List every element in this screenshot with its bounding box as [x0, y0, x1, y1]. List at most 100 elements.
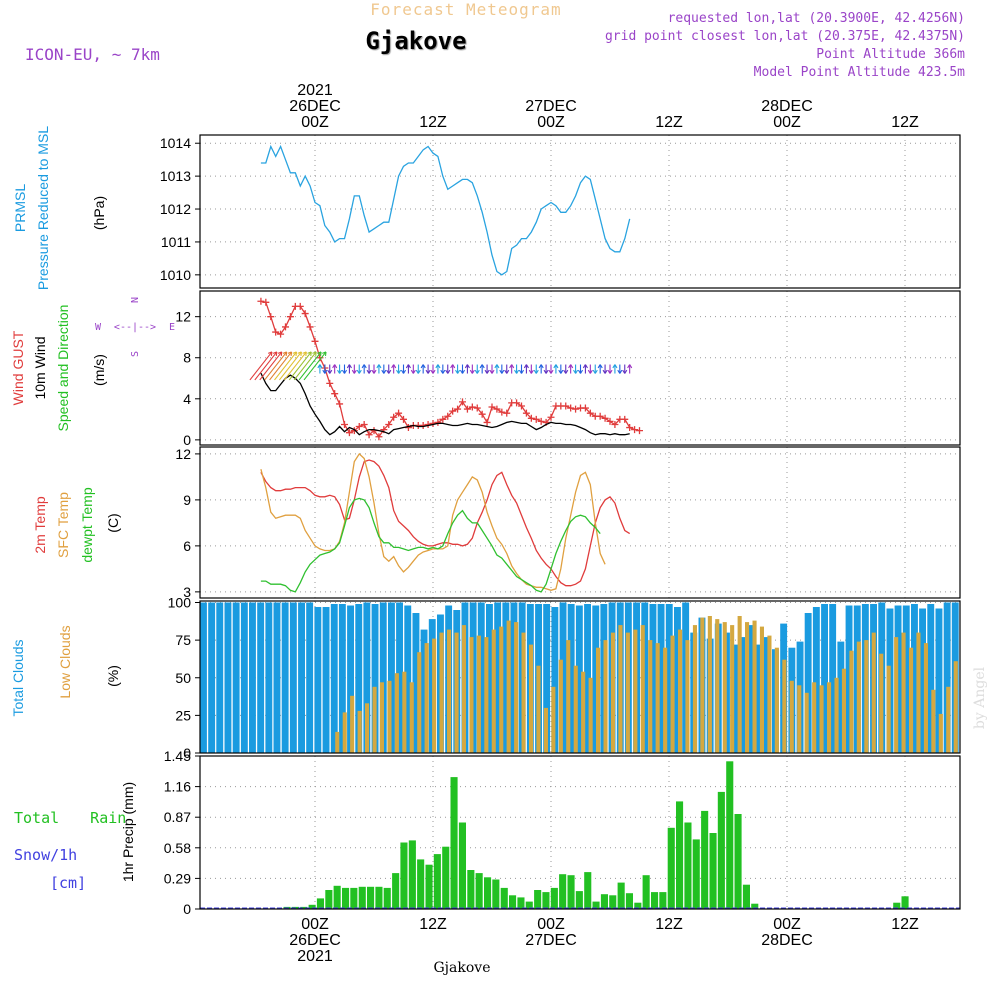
clouds-bar-low-clouds: [566, 640, 571, 753]
clouds-bar-total-clouds: [289, 602, 297, 753]
precip-bar-total-rain: [692, 839, 700, 909]
wind-gust-point: [365, 431, 373, 439]
wind-direction-arrowhead: [543, 369, 549, 374]
wind-gust-point: [596, 412, 604, 420]
precip-bar-total-rain: [734, 814, 742, 909]
wind-direction-arrowhead: [445, 369, 451, 374]
precip-ytick-label: 1.16: [164, 779, 191, 795]
top-time-label: 27DEC: [525, 98, 577, 115]
precip-bar-total-rain: [392, 873, 400, 909]
wind-gust-point: [606, 417, 614, 425]
precip-bar-total-rain: [742, 884, 750, 909]
precip-bar-total-rain: [475, 873, 483, 909]
wind-direction-arrowhead: [509, 364, 515, 369]
clouds-bar-low-clouds: [394, 673, 399, 753]
clouds-bar-low-clouds: [618, 625, 623, 753]
clouds-bar-total-clouds: [347, 605, 354, 753]
wind-direction-arrowhead: [469, 369, 475, 374]
clouds-bar-total-clouds: [821, 604, 828, 753]
clouds-ytick-label: 50: [175, 670, 191, 686]
clouds-bar-low-clouds: [901, 632, 906, 753]
precip-bar-total-rain: [433, 854, 441, 909]
precip-bar-total-rain: [500, 887, 508, 909]
compass-s: S: [130, 351, 141, 357]
wind-gust-point: [282, 323, 289, 331]
compass-n: N: [130, 297, 141, 303]
precip-bar-total-rain: [333, 885, 341, 909]
wind-direction-arrow: [249, 351, 273, 381]
wind-gust-point: [626, 424, 634, 432]
wind-direction-arrowhead: [504, 369, 510, 374]
wind-gust-point: [272, 328, 280, 336]
clouds-bar-total-clouds: [927, 604, 935, 753]
clouds-bar-low-clouds: [365, 703, 370, 753]
wind-direction-arrowhead: [337, 369, 343, 374]
precip-bar-total-rain: [367, 886, 375, 909]
wind-gust-point: [601, 414, 609, 422]
precip-bar-total-rain: [316, 898, 324, 909]
wind-gust-point: [518, 402, 525, 410]
precip-bar-total-rain: [400, 842, 408, 909]
wind-direction-arrow: [269, 351, 293, 381]
pressure-title-2: Pressure Reduced to MSL: [35, 126, 51, 290]
wind-direction-arrowhead: [327, 369, 333, 374]
wind-direction-arrowhead: [317, 351, 322, 356]
precip-bar-total-rain: [458, 822, 466, 909]
pressure-ytick-label: 1011: [161, 234, 191, 250]
compass-arrows: <--|-->: [114, 322, 156, 333]
clouds-bar-low-clouds: [379, 682, 384, 753]
precip-bar-total-rain: [525, 901, 533, 909]
temperature-frame: [199, 446, 961, 599]
wind-direction-arrowhead: [346, 364, 352, 369]
clouds-bar-total-clouds: [396, 602, 403, 753]
clouds-bar-total-clouds: [543, 604, 551, 753]
wind-direction-arrowhead: [317, 364, 323, 369]
wind-gust-point: [567, 404, 575, 412]
wind-direction-arrowhead: [396, 369, 402, 374]
wind-direction-arrowhead: [563, 369, 569, 374]
precip-bar-total-rain: [709, 833, 717, 909]
precip-bar-total-rain: [609, 895, 617, 909]
wind-gust-point: [527, 414, 535, 422]
clouds-bar-low-clouds: [789, 680, 794, 753]
precip-ytick-label: 0.87: [164, 809, 191, 825]
wind-gust-point: [296, 302, 304, 310]
precip-bar-total-rain: [901, 896, 909, 909]
precip-bar-total-rain: [408, 840, 416, 909]
wind-gust-point: [267, 313, 275, 321]
location-title: Gjakove: [365, 27, 466, 55]
clouds-bar-low-clouds: [819, 685, 824, 753]
clouds-bar-low-clouds: [692, 625, 697, 753]
wind-direction-arrowhead: [405, 364, 411, 369]
clouds-bar-total-clouds: [265, 602, 273, 753]
wind-direction-arrowhead: [386, 369, 392, 374]
bottom-time-label: 26DEC: [289, 932, 341, 949]
wind-direction-arrowhead: [518, 369, 525, 374]
clouds-bar-total-clouds: [674, 607, 681, 753]
clouds-bar-total-clouds: [551, 607, 559, 753]
wind-gust-point: [478, 410, 486, 418]
requested-coordinates: requested lon,lat (20.3900E, 42.4256N): [668, 11, 965, 26]
temperature-series-sfc-temp: [260, 452, 606, 591]
clouds-bar-low-clouds: [454, 632, 459, 753]
pressure-ytick-label: 1012: [160, 201, 191, 217]
clouds-bar-low-clouds: [409, 682, 414, 753]
clouds-bar-total-clouds: [232, 602, 240, 753]
pressure-title-1: PRMSL: [12, 184, 28, 232]
precip-bar-total-rain: [425, 864, 433, 909]
clouds-bar-low-clouds: [633, 629, 638, 753]
clouds-bar-low-clouds: [767, 635, 772, 753]
clouds-bar-low-clouds: [871, 632, 876, 753]
wind-direction-arrow: [298, 351, 322, 381]
top-time-label: 12Z: [419, 114, 447, 131]
clouds-bar-low-clouds: [715, 619, 720, 753]
clouds-bar-total-clouds: [379, 602, 387, 753]
clouds-frame: [199, 600, 961, 754]
wind-direction-arrowhead: [282, 351, 288, 356]
clouds-bar-total-clouds: [804, 613, 812, 753]
clouds-bar-total-clouds: [273, 602, 281, 753]
wind-gust-point: [621, 415, 629, 423]
clouds-bar-low-clouds: [663, 647, 668, 753]
clouds-bar-low-clouds: [536, 665, 541, 753]
wind-direction-arrowhead: [440, 369, 446, 374]
